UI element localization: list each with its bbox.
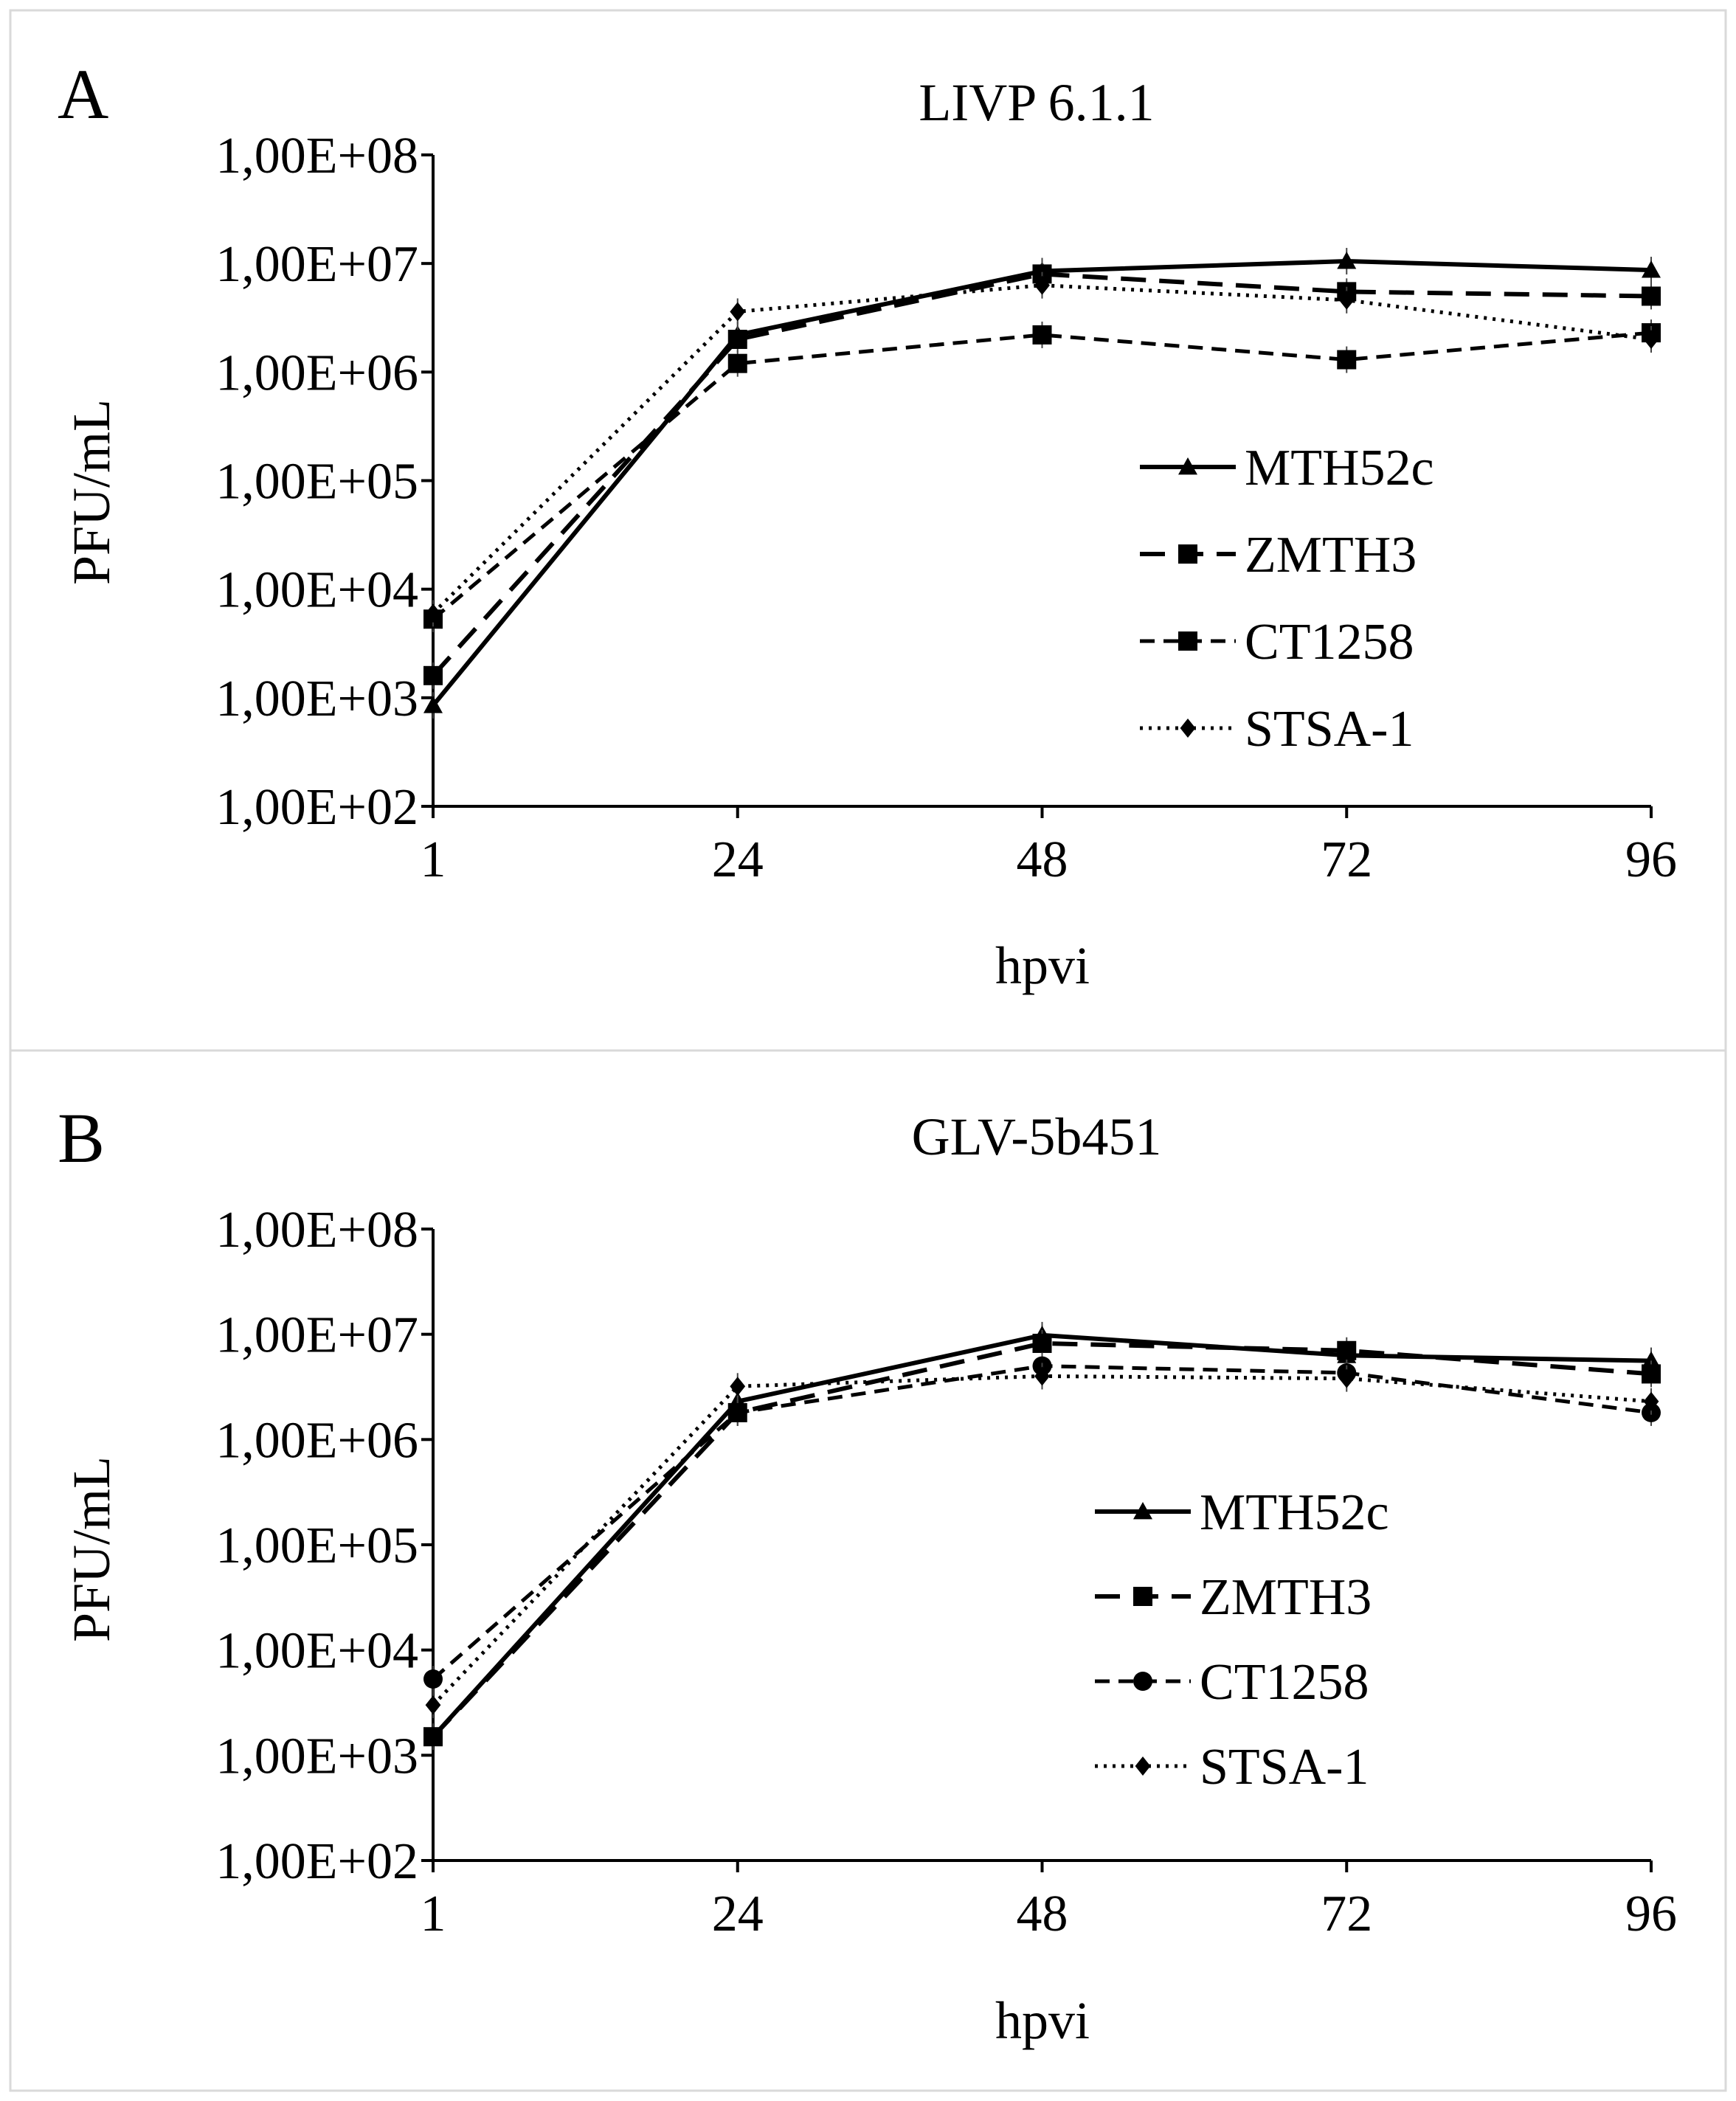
panel-label: A [58,55,108,134]
y-axis-label: PFU/mL [62,1456,121,1642]
x-tick-label: 1 [421,1886,446,1942]
y-tick-label: 1,00E+03 [215,671,418,727]
y-tick-label: 1,00E+08 [215,1202,418,1259]
series-layer [423,1321,1661,1751]
x-axis-label: hpvi [995,1991,1090,2050]
data-point-stsa-1 [425,603,441,623]
data-point-mth52c [1642,1351,1661,1368]
legend-marker-mth52c [1133,1502,1152,1520]
data-point-mth52c [1337,252,1357,269]
data-point-stsa-1 [425,1695,441,1715]
data-point-stsa-1 [1034,1366,1050,1386]
data-point-zmth3 [423,665,443,685]
legend-label-zmth3: ZMTH3 [1245,527,1417,584]
legend-marker-stsa-1 [1180,719,1196,738]
legend-label-ct1258: CT1258 [1245,614,1414,671]
legend-label-stsa-1: STSA-1 [1200,1739,1369,1796]
y-tick-label: 1,00E+05 [215,1517,418,1574]
data-point-ct1258 [1032,325,1052,345]
y-tick-label: 1,00E+02 [215,779,418,836]
y-tick-label: 1,00E+02 [215,1833,418,1890]
y-tick-label: 1,00E+06 [215,1412,418,1469]
panel-b: B GLV-5b451 PFU/mL hpvi 1,00E+08 1,00E+07… [58,1098,1677,2050]
data-point-zmth3 [423,1727,443,1747]
legend-label-ct1258: CT1258 [1200,1654,1369,1711]
legend-label-zmth3: ZMTH3 [1200,1569,1372,1626]
x-tick-label: 24 [712,831,764,888]
x-tick-label: 1 [421,831,446,888]
data-point-stsa-1 [1643,1391,1659,1411]
y-axis-label: PFU/mL [62,399,121,585]
x-tick-label: 96 [1625,1886,1677,1942]
legend: MTH52c ZMTH3 CT1258 STSA-1 [1140,440,1434,758]
x-tick-label: 24 [712,1886,764,1942]
panel-b-frame [9,1049,1727,2092]
axes: 1,00E+08 1,00E+07 1,00E+06 1,00E+05 1,00E+04… [215,1202,1677,1942]
panel-a: A LIVP 6.1.1 PFU/mL hpvi 1,00E+081,00E+0… [58,55,1677,995]
x-tick-label: 48 [1017,831,1068,888]
chart-title: GLV-5b451 [912,1107,1162,1166]
data-point-zmth3 [1642,1364,1661,1384]
series-line-zmth3 [431,271,1652,677]
legend-label-stsa-1: STSA-1 [1245,701,1414,758]
y-tick-label: 1,00E+07 [215,1307,418,1364]
data-point-stsa-1 [1338,290,1355,310]
series-line-ct1258 [432,330,1652,621]
series-line-zmth3 [431,1340,1652,1739]
data-point-mth52c [423,696,443,713]
x-tick-label: 96 [1625,831,1677,888]
x-axis-label: hpvi [995,936,1090,995]
legend-marker-ct1258 [1133,1672,1152,1691]
data-point-mth52c [1642,260,1661,278]
data-point-zmth3 [1337,1340,1357,1360]
legend-marker-zmth3 [1178,544,1197,564]
series-line-stsa-1 [432,283,1652,615]
chart-title: LIVP 6.1.1 [919,73,1154,132]
data-point-ct1258 [1337,350,1357,370]
y-tick-label: 1,00E+07 [215,236,418,293]
axes: 1,00E+08 1,00E+07 1,00E+06 1,00E+05 1,00E+04… [215,128,1677,888]
legend-marker-ct1258 [1178,631,1197,651]
y-tick-label: 1,00E+04 [215,1623,418,1680]
y-tick-label: 1,00E+04 [215,562,418,619]
x-tick-label: 72 [1321,831,1372,888]
series-layer [423,248,1661,719]
data-point-zmth3 [1032,1333,1052,1353]
legend-marker-stsa-1 [1135,1756,1151,1776]
x-tick-label: 48 [1017,1886,1068,1942]
data-point-ct1258 [727,353,747,373]
y-tick-label: 1,00E+06 [215,345,418,401]
data-point-stsa-1 [1034,275,1050,295]
data-point-stsa-1 [730,1377,746,1396]
legend-marker-mth52c [1178,457,1197,475]
y-tick-label: 1,00E+03 [215,1728,418,1785]
legend-label-mth52c: MTH52c [1245,440,1434,496]
x-tick-label: 72 [1321,1886,1372,1942]
data-point-stsa-1 [1643,330,1659,350]
data-point-ct1258 [727,1402,747,1422]
data-point-stsa-1 [730,302,746,322]
y-tick-label: 1,00E+05 [215,454,418,510]
panel-label: B [58,1098,105,1177]
legend-label-mth52c: MTH52c [1200,1484,1389,1541]
data-point-stsa-1 [1338,1368,1355,1388]
legend: MTH52c ZMTH3 CT1258 STSA-1 [1095,1484,1389,1796]
data-point-zmth3 [727,330,747,350]
legend-marker-zmth3 [1133,1587,1152,1606]
y-tick-label: 1,00E+08 [215,128,418,184]
data-point-zmth3 [1642,286,1661,306]
data-point-ct1258 [423,1669,443,1689]
